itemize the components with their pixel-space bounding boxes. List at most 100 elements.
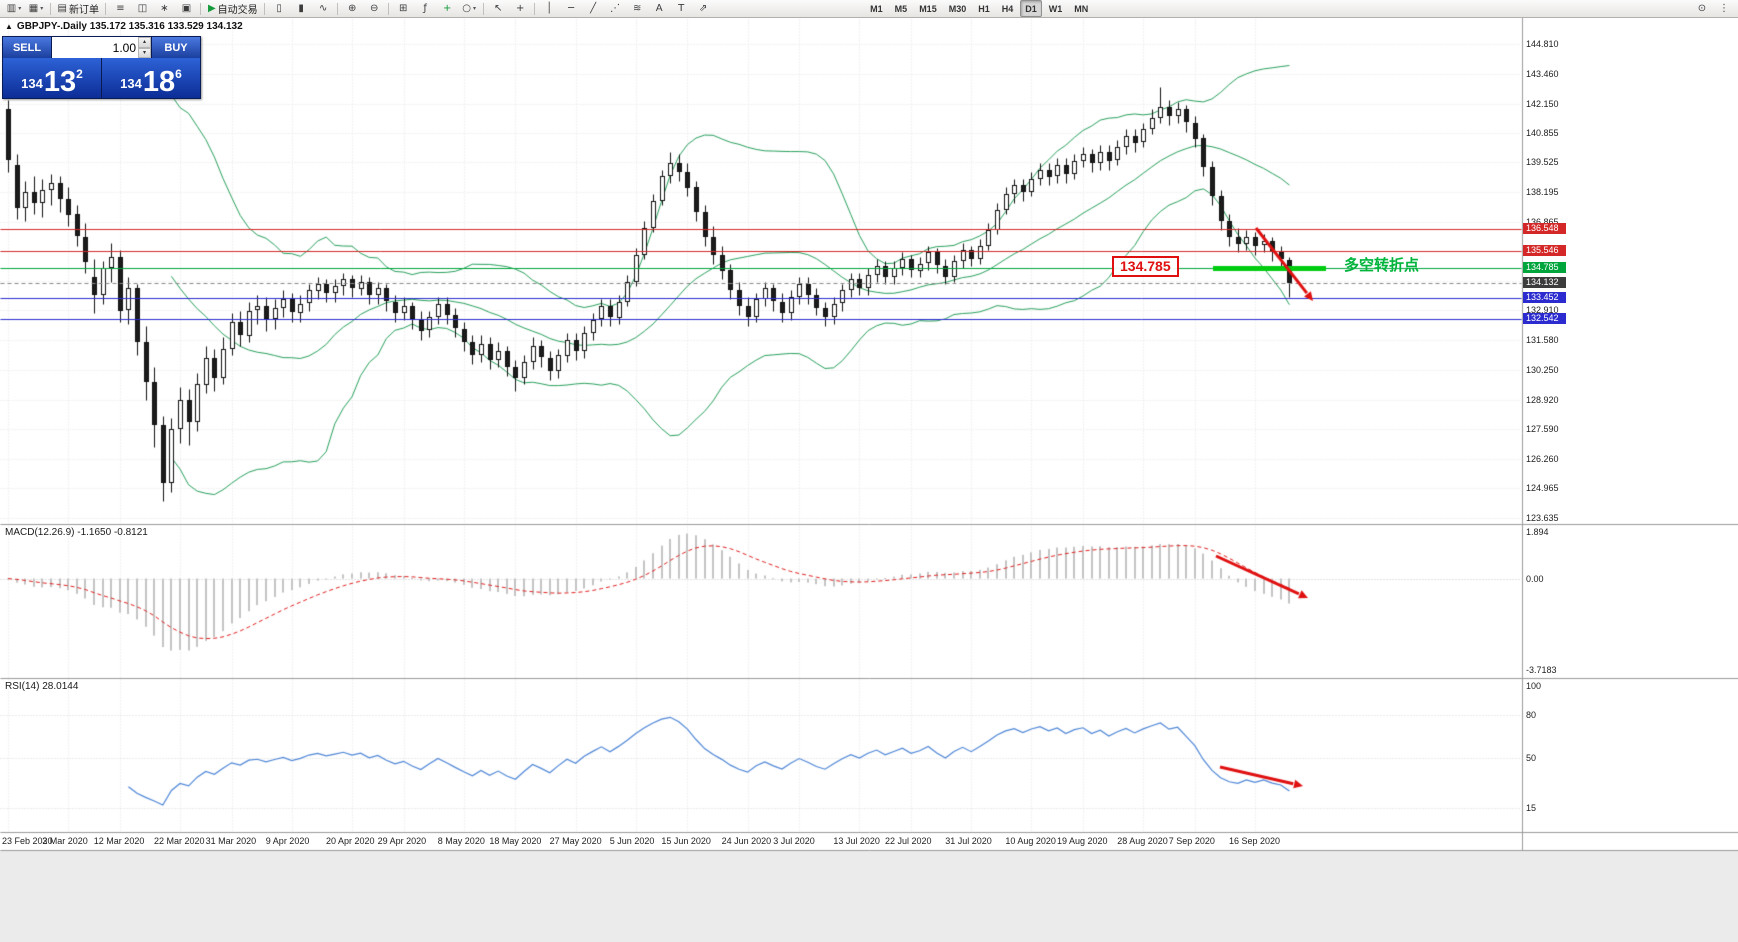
autotrading-button[interactable]: ▶ 自动交易	[207, 2, 258, 16]
search-button[interactable]: ⊙	[1697, 2, 1707, 14]
price-axis-tick: 128.920	[1526, 394, 1559, 405]
volume-up-button[interactable]: ▴	[138, 37, 151, 48]
price-axis-tick: 140.855	[1526, 127, 1559, 138]
fibonacci-button[interactable]: ≋	[632, 2, 642, 14]
toolbar-separator	[105, 2, 107, 15]
rsi-axis-tick: 100	[1526, 681, 1542, 691]
new-chart-button-dropdown-icon: ▾	[18, 6, 22, 12]
timeframe-m30[interactable]: M30	[948, 3, 967, 14]
oneclick-trade-panel: SELL ▴ ▾ BUY 134 13 2 134 18 6	[2, 36, 201, 99]
add-indicator-button[interactable]: +	[442, 2, 452, 14]
new-chart-button[interactable]: ▥ ▾	[6, 2, 22, 14]
timeframe-h4[interactable]: H4	[1001, 3, 1014, 14]
volume-down-button[interactable]: ▾	[138, 47, 151, 58]
toolbar-separator	[200, 2, 202, 15]
macd-indicator-label: MACD(12.26.9) -1.1650 -0.8121	[5, 527, 148, 538]
horizontal-line-button[interactable]: ─	[568, 2, 575, 14]
date-axis-label: 3 Jul 2020	[773, 836, 815, 846]
volume-input[interactable]	[52, 37, 138, 58]
text-button[interactable]: A	[655, 2, 663, 14]
indicators-list-button[interactable]: ƒ	[423, 2, 427, 14]
toolbar-separator	[534, 2, 536, 15]
sell-button[interactable]: SELL	[3, 37, 51, 58]
vertical-line-button[interactable]: │	[546, 2, 553, 14]
date-axis-label: 19 Aug 2020	[1057, 836, 1108, 846]
price-axis-tick: 144.810	[1526, 39, 1559, 49]
ask-sup-digit: 6	[175, 67, 182, 81]
bid-sup-digit: 2	[76, 67, 83, 81]
timeframe-d1[interactable]: D1	[1020, 0, 1042, 17]
date-axis-label: 13 Jul 2020	[833, 836, 880, 846]
price-axis-tick: 130.250	[1526, 364, 1559, 375]
price-axis-tick: 131.580	[1526, 335, 1559, 346]
timeframe-w1[interactable]: W1	[1048, 3, 1063, 14]
terminal-button[interactable]: ▣	[181, 2, 192, 14]
zoom-out-button[interactable]: ⊖	[369, 2, 379, 14]
turning-point-annotation[interactable]: 多空转折点	[1344, 257, 1420, 274]
line-chart-button[interactable]: ∿	[318, 2, 328, 14]
label-button[interactable]: T	[678, 2, 685, 14]
date-axis-label: 3 Mar 2020	[42, 836, 88, 846]
price-axis-tick: 127.590	[1526, 424, 1559, 435]
price-callout-label[interactable]: 134.785	[1112, 256, 1179, 277]
bid-price[interactable]: 134 13 2	[3, 58, 101, 98]
profiles-button[interactable]: ▦ ▾	[28, 2, 44, 14]
symbol-ohlc-text: GBPJPY-.Daily 135.172 135.316 133.529 13…	[16, 21, 243, 32]
date-axis-label: 5 Jun 2020	[609, 836, 655, 846]
periods-button-dropdown-icon: ▾	[473, 6, 477, 12]
ask-price[interactable]: 134 18 6	[101, 58, 200, 98]
bid-big-digits: 13	[43, 66, 77, 98]
trendline-button[interactable]: ╱	[590, 2, 597, 14]
macd-axis-tick: 0.00	[1526, 573, 1544, 584]
market-watch-button[interactable]: ≡	[116, 2, 125, 14]
date-axis-label: 22 Jul 2020	[885, 836, 932, 846]
new-order-button[interactable]: ▤ 新订单	[57, 2, 99, 16]
data-window-button[interactable]: ◫	[137, 2, 148, 14]
profiles-button-dropdown-icon: ▾	[40, 6, 44, 12]
price-level-badge: 132.542	[1523, 312, 1566, 324]
date-axis-label: 12 Mar 2020	[93, 836, 145, 846]
periods-button[interactable]: ○ ▾	[462, 2, 477, 14]
date-axis-label: 18 May 2020	[489, 836, 542, 846]
navigator-button[interactable]: ∗	[160, 2, 169, 14]
oneclick-collapse-icon[interactable]: ▲	[5, 22, 13, 31]
bid-small-digits: 134	[21, 76, 43, 91]
crosshair-button[interactable]: +	[515, 2, 525, 14]
timeframe-h1[interactable]: H1	[978, 3, 990, 14]
timeframe-mn[interactable]: MN	[1074, 3, 1089, 14]
timeframe-m15[interactable]: M15	[919, 3, 937, 14]
more-button[interactable]: ⋮	[1719, 2, 1729, 14]
date-axis-label: 15 Jun 2020	[661, 836, 711, 846]
buy-button[interactable]: BUY	[152, 37, 200, 58]
date-axis-label: 23 Feb 2020	[2, 836, 53, 846]
date-axis-label: 8 May 2020	[437, 836, 485, 846]
price-axis-tick: 138.195	[1526, 187, 1559, 198]
price-axis-tick: 142.150	[1526, 98, 1559, 109]
channel-button[interactable]: ⋰	[610, 2, 621, 14]
price-axis-tick: 143.460	[1526, 69, 1559, 80]
price-axis-tick: 124.965	[1526, 483, 1559, 494]
arrow-tool-button[interactable]: ⇗	[698, 2, 708, 14]
price-level-badge: 134.785	[1523, 262, 1566, 274]
timeframe-m1[interactable]: M1	[870, 3, 883, 14]
date-axis-label: 31 Mar 2020	[205, 836, 257, 846]
ask-small-digits: 134	[120, 76, 142, 91]
price-level-badge: 136.548	[1523, 222, 1566, 234]
date-axis-label: 9 Apr 2020	[265, 836, 310, 846]
date-axis-label: 29 Apr 2020	[377, 836, 427, 846]
tile-windows-button[interactable]: ⊞	[398, 2, 408, 14]
toolbar-separator	[337, 2, 339, 15]
cursor-button[interactable]: ↖	[493, 2, 503, 14]
bar-chart-button[interactable]: ▯	[276, 2, 282, 14]
toolbar-right-group: ⊙ ⋮	[1691, 0, 1735, 17]
zoom-in-button[interactable]: ⊕	[347, 2, 357, 14]
rsi-axis-tick: 80	[1526, 709, 1537, 720]
timeframe-m5[interactable]: M5	[894, 3, 908, 14]
timeframe-group: M1 M5 M15 M30 H1 H4 D1 W1 MN	[864, 0, 1094, 17]
date-axis-label: 24 Jun 2020	[721, 836, 772, 846]
symbol-ohlc-line: ▲ GBPJPY-.Daily 135.172 135.316 133.529 …	[5, 21, 243, 32]
candlestick-chart-button[interactable]: ▮	[298, 2, 304, 14]
macd-axis-tick: 1.894	[1526, 527, 1549, 537]
